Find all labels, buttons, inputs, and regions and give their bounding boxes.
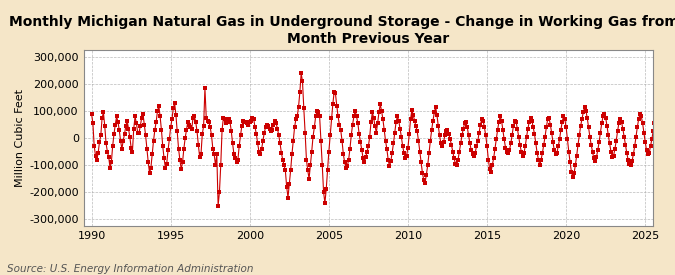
- Text: Source: U.S. Energy Information Administration: Source: U.S. Energy Information Administ…: [7, 264, 253, 274]
- Y-axis label: Million Cubic Feet: Million Cubic Feet: [15, 89, 25, 187]
- Title: Monthly Michigan Natural Gas in Underground Storage - Change in Working Gas from: Monthly Michigan Natural Gas in Undergro…: [9, 15, 675, 46]
